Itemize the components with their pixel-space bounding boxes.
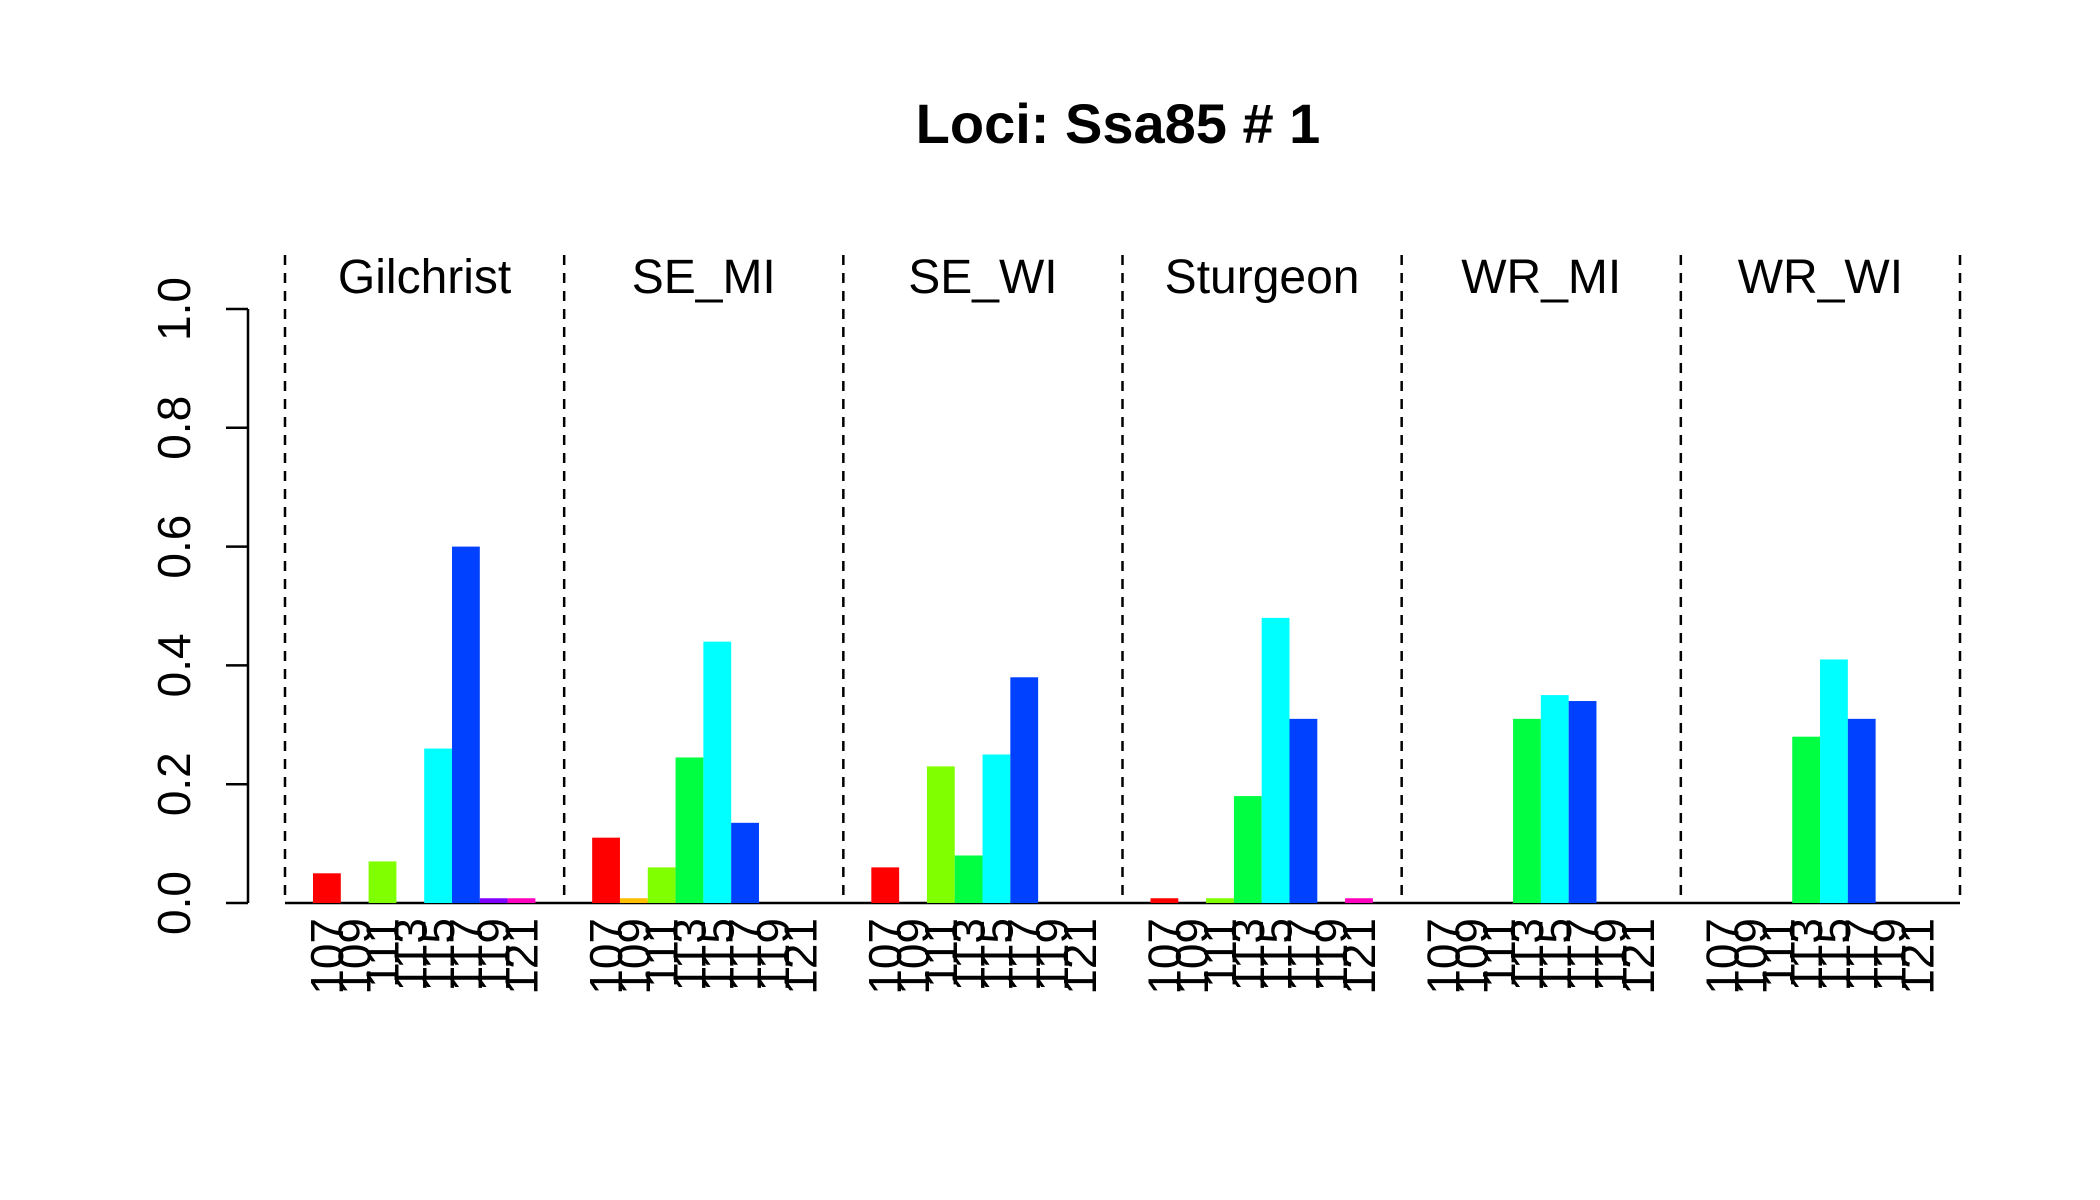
x-tick-label: 113 xyxy=(663,918,715,991)
x-tick-label: 119 xyxy=(1864,918,1916,991)
bar xyxy=(954,855,983,903)
x-tick-label: 111 xyxy=(357,918,409,988)
x-tick-label: 121 xyxy=(1333,918,1385,995)
x-tick-label: 121 xyxy=(775,918,827,995)
bar xyxy=(871,867,900,903)
x-tick-label: 115 xyxy=(1529,918,1581,991)
x-tick-label: 107 xyxy=(580,918,632,995)
panel-label: WR_MI xyxy=(1461,251,1621,304)
bar xyxy=(592,837,620,903)
bar xyxy=(647,867,676,903)
x-tick-label: 111 xyxy=(915,918,967,988)
x-tick-label: 115 xyxy=(691,918,743,991)
x-tick-label: 117 xyxy=(998,918,1050,991)
x-tick-label: 109 xyxy=(1166,918,1218,995)
x-tick-label: 117 xyxy=(1836,918,1888,991)
x-tick-label: 111 xyxy=(1473,918,1525,988)
bar xyxy=(424,748,452,903)
x-tick-label: 109 xyxy=(608,918,660,995)
bar xyxy=(1010,677,1039,903)
x-tick-label: 115 xyxy=(1250,918,1302,991)
panel-label: Gilchrist xyxy=(338,251,511,304)
panels: Gilchrist107109111113115117119121SE_MI10… xyxy=(283,251,1962,995)
bar xyxy=(507,898,536,903)
panel-label: SE_WI xyxy=(908,251,1057,304)
bar xyxy=(703,641,732,903)
x-tick-label: 113 xyxy=(1780,918,1832,991)
bar xyxy=(1261,617,1290,903)
y-tick-label: 0.8 xyxy=(148,396,200,460)
x-tick-label: 107 xyxy=(1138,918,1190,995)
bar xyxy=(1206,898,1234,903)
x-tick-label: 117 xyxy=(719,918,771,991)
x-tick-label: 111 xyxy=(1752,918,1804,988)
bar xyxy=(368,861,397,903)
x-tick-label: 121 xyxy=(1612,918,1664,995)
panel-label: WR_WI xyxy=(1738,251,1903,304)
x-tick-label: 115 xyxy=(970,918,1022,991)
bar xyxy=(926,766,955,903)
x-tick-label: 119 xyxy=(1026,918,1078,991)
x-tick-label: 107 xyxy=(859,918,911,995)
x-tick-label: 111 xyxy=(636,918,688,988)
y-tick-label: 0.4 xyxy=(148,633,200,697)
x-tick-label: 121 xyxy=(496,918,548,995)
bar xyxy=(1233,796,1262,903)
x-tick-label: 109 xyxy=(887,918,939,995)
bar xyxy=(1847,718,1876,903)
bar xyxy=(452,546,480,903)
bar xyxy=(1289,718,1318,903)
bar xyxy=(1540,695,1569,903)
y-tick-label: 1.0 xyxy=(148,277,200,341)
x-tick-label: 119 xyxy=(1305,918,1357,991)
x-tick-label: 121 xyxy=(1891,918,1943,995)
panel-label: Sturgeon xyxy=(1165,251,1360,304)
bar xyxy=(731,822,759,903)
y-tick-label: 0.2 xyxy=(148,752,200,816)
bar xyxy=(479,898,508,903)
x-tick-label: 117 xyxy=(440,918,492,991)
chart-title: Loci: Ssa85 # 1 xyxy=(916,92,1321,155)
x-tick-label: 115 xyxy=(1808,918,1860,991)
bar xyxy=(619,898,648,903)
bar xyxy=(313,873,341,903)
x-tick-label: 119 xyxy=(1584,918,1636,991)
bar xyxy=(1150,898,1179,903)
bar xyxy=(1820,659,1848,903)
x-tick-label: 115 xyxy=(412,918,464,991)
x-tick-label: 109 xyxy=(1725,918,1777,995)
x-tick-label: 107 xyxy=(301,918,353,995)
x-tick-label: 117 xyxy=(1277,918,1329,991)
x-tick-label: 113 xyxy=(943,918,995,991)
x-tick-label: 121 xyxy=(1054,918,1106,995)
x-tick-label: 119 xyxy=(747,918,799,991)
x-tick-label: 117 xyxy=(1557,918,1609,991)
x-tick-label: 111 xyxy=(1194,918,1246,988)
x-tick-label: 119 xyxy=(468,918,520,991)
y-axis: 0.0 0.2 0.4 0.6 0.8 1.0 xyxy=(148,277,250,935)
x-tick-label: 113 xyxy=(1501,918,1553,991)
x-tick-label: 113 xyxy=(1222,918,1274,991)
bar xyxy=(1345,898,1373,903)
bar xyxy=(1568,701,1597,903)
bar xyxy=(982,754,1011,903)
bar xyxy=(1792,736,1821,903)
bar xyxy=(675,757,704,903)
x-tick-label: 113 xyxy=(384,918,436,991)
x-tick-label: 107 xyxy=(1418,918,1470,995)
bar xyxy=(1513,718,1541,903)
x-tick-label: 109 xyxy=(329,918,381,995)
x-tick-label: 107 xyxy=(1697,918,1749,995)
y-tick-label: 0.0 xyxy=(148,871,200,935)
y-tick-label: 0.6 xyxy=(148,515,200,579)
x-tick-label: 109 xyxy=(1445,918,1497,995)
panel-label: SE_MI xyxy=(632,251,776,304)
